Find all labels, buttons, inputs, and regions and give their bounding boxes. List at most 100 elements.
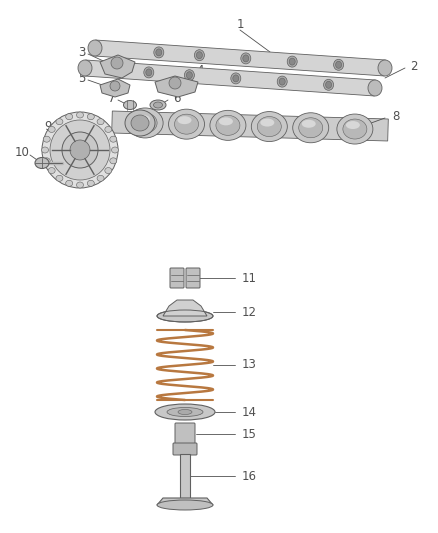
Ellipse shape xyxy=(279,78,285,85)
Text: 2: 2 xyxy=(410,60,417,72)
Polygon shape xyxy=(85,60,375,96)
Circle shape xyxy=(50,120,110,180)
FancyBboxPatch shape xyxy=(186,268,200,288)
Ellipse shape xyxy=(78,60,92,76)
Polygon shape xyxy=(95,40,385,76)
Circle shape xyxy=(70,140,90,160)
Ellipse shape xyxy=(48,126,55,132)
Text: 6: 6 xyxy=(173,93,180,106)
Ellipse shape xyxy=(154,47,164,58)
Circle shape xyxy=(169,77,181,89)
Ellipse shape xyxy=(77,112,84,118)
Ellipse shape xyxy=(177,116,191,124)
Ellipse shape xyxy=(169,109,205,139)
Ellipse shape xyxy=(124,101,137,109)
Ellipse shape xyxy=(174,114,198,134)
Ellipse shape xyxy=(35,157,49,168)
Polygon shape xyxy=(163,300,207,316)
Ellipse shape xyxy=(325,82,332,88)
Circle shape xyxy=(62,132,98,168)
Text: 10: 10 xyxy=(14,146,29,158)
Ellipse shape xyxy=(105,167,112,174)
Ellipse shape xyxy=(167,408,203,416)
Ellipse shape xyxy=(77,182,84,188)
Text: 5: 5 xyxy=(78,71,86,85)
Ellipse shape xyxy=(187,72,192,79)
Text: 13: 13 xyxy=(242,359,257,372)
Ellipse shape xyxy=(112,147,119,153)
FancyBboxPatch shape xyxy=(180,454,190,498)
Ellipse shape xyxy=(336,61,342,68)
Polygon shape xyxy=(100,79,130,97)
Ellipse shape xyxy=(155,404,215,420)
Ellipse shape xyxy=(48,167,55,174)
Ellipse shape xyxy=(378,60,392,76)
Ellipse shape xyxy=(97,119,104,125)
Ellipse shape xyxy=(42,147,49,153)
Ellipse shape xyxy=(231,73,241,84)
Ellipse shape xyxy=(337,114,373,144)
Ellipse shape xyxy=(368,80,382,96)
Ellipse shape xyxy=(293,113,329,143)
Text: 8: 8 xyxy=(392,109,399,123)
Ellipse shape xyxy=(289,58,295,65)
Ellipse shape xyxy=(257,117,281,136)
Ellipse shape xyxy=(346,121,360,129)
Text: 16: 16 xyxy=(242,470,257,482)
Ellipse shape xyxy=(56,119,63,125)
FancyBboxPatch shape xyxy=(170,268,184,288)
Ellipse shape xyxy=(260,118,274,126)
Ellipse shape xyxy=(43,136,50,142)
Ellipse shape xyxy=(216,115,240,135)
Text: 3: 3 xyxy=(78,45,86,59)
Text: 4: 4 xyxy=(196,63,204,77)
Polygon shape xyxy=(157,498,213,505)
Ellipse shape xyxy=(194,50,205,61)
Text: 14: 14 xyxy=(242,406,257,418)
Text: 12: 12 xyxy=(242,305,257,319)
Ellipse shape xyxy=(219,117,233,125)
Ellipse shape xyxy=(146,69,152,76)
Ellipse shape xyxy=(133,113,157,133)
FancyBboxPatch shape xyxy=(173,443,197,455)
Ellipse shape xyxy=(178,409,192,415)
Ellipse shape xyxy=(97,175,104,181)
Ellipse shape xyxy=(131,115,149,131)
Ellipse shape xyxy=(343,119,367,139)
Ellipse shape xyxy=(196,52,202,59)
Ellipse shape xyxy=(66,114,73,120)
Ellipse shape xyxy=(233,75,239,82)
Ellipse shape xyxy=(150,100,166,110)
Ellipse shape xyxy=(110,136,117,142)
Text: 1: 1 xyxy=(236,19,244,31)
Circle shape xyxy=(111,57,123,69)
Text: 15: 15 xyxy=(242,427,257,440)
Ellipse shape xyxy=(87,114,94,120)
Ellipse shape xyxy=(210,110,246,140)
Circle shape xyxy=(110,81,120,91)
Ellipse shape xyxy=(66,180,73,187)
Ellipse shape xyxy=(324,79,334,90)
Polygon shape xyxy=(100,55,135,78)
FancyBboxPatch shape xyxy=(175,423,195,445)
Ellipse shape xyxy=(136,115,150,123)
Ellipse shape xyxy=(251,111,287,142)
Ellipse shape xyxy=(43,158,50,164)
Ellipse shape xyxy=(157,310,213,322)
Ellipse shape xyxy=(144,67,154,78)
Ellipse shape xyxy=(156,49,162,56)
Ellipse shape xyxy=(157,500,213,510)
Ellipse shape xyxy=(87,180,94,187)
Ellipse shape xyxy=(243,55,249,62)
Polygon shape xyxy=(155,76,198,97)
Text: 9: 9 xyxy=(44,119,52,133)
Ellipse shape xyxy=(88,40,102,56)
Ellipse shape xyxy=(299,118,323,138)
Text: 11: 11 xyxy=(242,271,257,285)
Ellipse shape xyxy=(241,53,251,64)
Polygon shape xyxy=(112,111,389,141)
Ellipse shape xyxy=(105,126,112,132)
Ellipse shape xyxy=(184,70,194,80)
Text: 7: 7 xyxy=(108,92,116,104)
Ellipse shape xyxy=(110,158,117,164)
